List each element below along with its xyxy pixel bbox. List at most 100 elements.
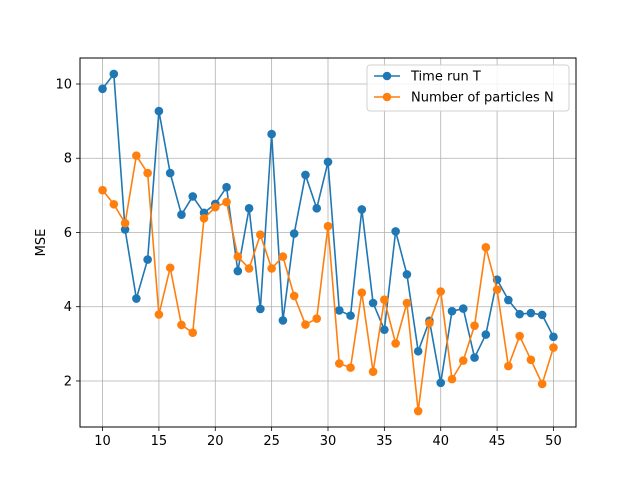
grid [80,58,576,427]
data-point [537,379,547,389]
data-point [346,363,355,372]
data-point [391,339,400,348]
y-tick-label: 6 [64,226,72,241]
data-point [425,318,434,328]
x-tick-label: 15 [151,434,168,449]
data-point [413,346,423,356]
data-point [436,287,446,296]
data-point [368,298,378,308]
data-point [222,182,231,192]
plot-series [98,69,558,416]
data-point [481,243,491,252]
data-point [289,229,299,238]
data-point [549,343,558,352]
data-point [109,69,119,79]
data-point [301,170,310,180]
data-point [177,210,186,219]
data-point [120,225,130,234]
data-point [504,361,513,371]
data-point [537,310,547,320]
y-tick-label: 10 [55,77,72,92]
data-point [244,204,254,213]
data-point [222,197,231,207]
data-point [267,264,276,273]
x-tick-label: 25 [263,434,280,449]
data-point [413,406,423,416]
data-point [368,367,378,376]
data-point [188,192,198,201]
data-point [301,320,310,329]
data-point [188,328,198,338]
data-point [143,168,152,178]
data-point [458,356,468,365]
data-point [278,252,288,261]
data-point [233,266,243,276]
data-point [481,330,491,339]
x-tick-label: 35 [376,434,393,449]
data-point [391,227,400,236]
x-tick-label: 20 [207,434,224,449]
legend-box [366,64,570,112]
data-point [526,355,536,365]
data-point [470,353,479,362]
data-point [256,304,265,314]
data-point [346,311,355,320]
data-point [165,263,175,273]
data-point [436,378,446,388]
data-point [109,199,119,209]
series-time-run [98,69,558,388]
data-point [357,205,367,214]
data-point [402,270,412,279]
data-point [312,204,322,213]
legend: Time run T Number of particles N [366,64,570,112]
x-tick-label: 10 [94,434,111,449]
data-point [515,309,524,319]
data-point [278,316,288,325]
data-point [244,264,254,273]
data-point [132,151,141,160]
data-point [165,168,175,178]
data-point [323,221,333,231]
y-tick-label: 8 [64,152,72,167]
data-point [334,359,344,368]
data-point [98,84,107,94]
data-point [402,298,412,308]
data-point [334,306,344,315]
legend-swatch-marker [382,92,392,102]
data-point [289,291,299,301]
data-point [98,185,107,195]
data-point [526,308,536,318]
data-point [323,157,333,167]
data-point [515,331,524,341]
data-point [447,306,457,316]
axis-ticks: 10 15 20 25 30 35 40 45 50 2 4 6 8 10 [55,77,561,449]
data-point [233,252,243,261]
legend-label: Number of particles N [411,91,554,106]
x-tick-label: 40 [432,434,449,449]
data-point [143,255,152,264]
data-point [504,295,513,305]
x-tick-label: 50 [545,434,562,449]
data-point [380,325,389,335]
data-point [458,304,468,313]
data-point [120,218,130,228]
data-point [357,288,367,297]
data-point [132,294,141,303]
data-point [177,320,186,330]
data-point [199,214,209,223]
y-axis-label: MSE [34,229,49,257]
data-point [492,285,502,294]
data-point [267,129,276,139]
x-tick-label: 30 [320,434,337,449]
data-point [312,314,322,323]
data-point [210,202,220,212]
x-tick-label: 45 [489,434,506,449]
data-point [470,321,479,330]
data-point [154,106,164,116]
data-point [256,230,265,240]
data-point [154,310,164,319]
legend-swatch-marker [382,71,392,81]
y-tick-label: 2 [64,374,72,389]
legend-label: Time run T [410,70,481,85]
